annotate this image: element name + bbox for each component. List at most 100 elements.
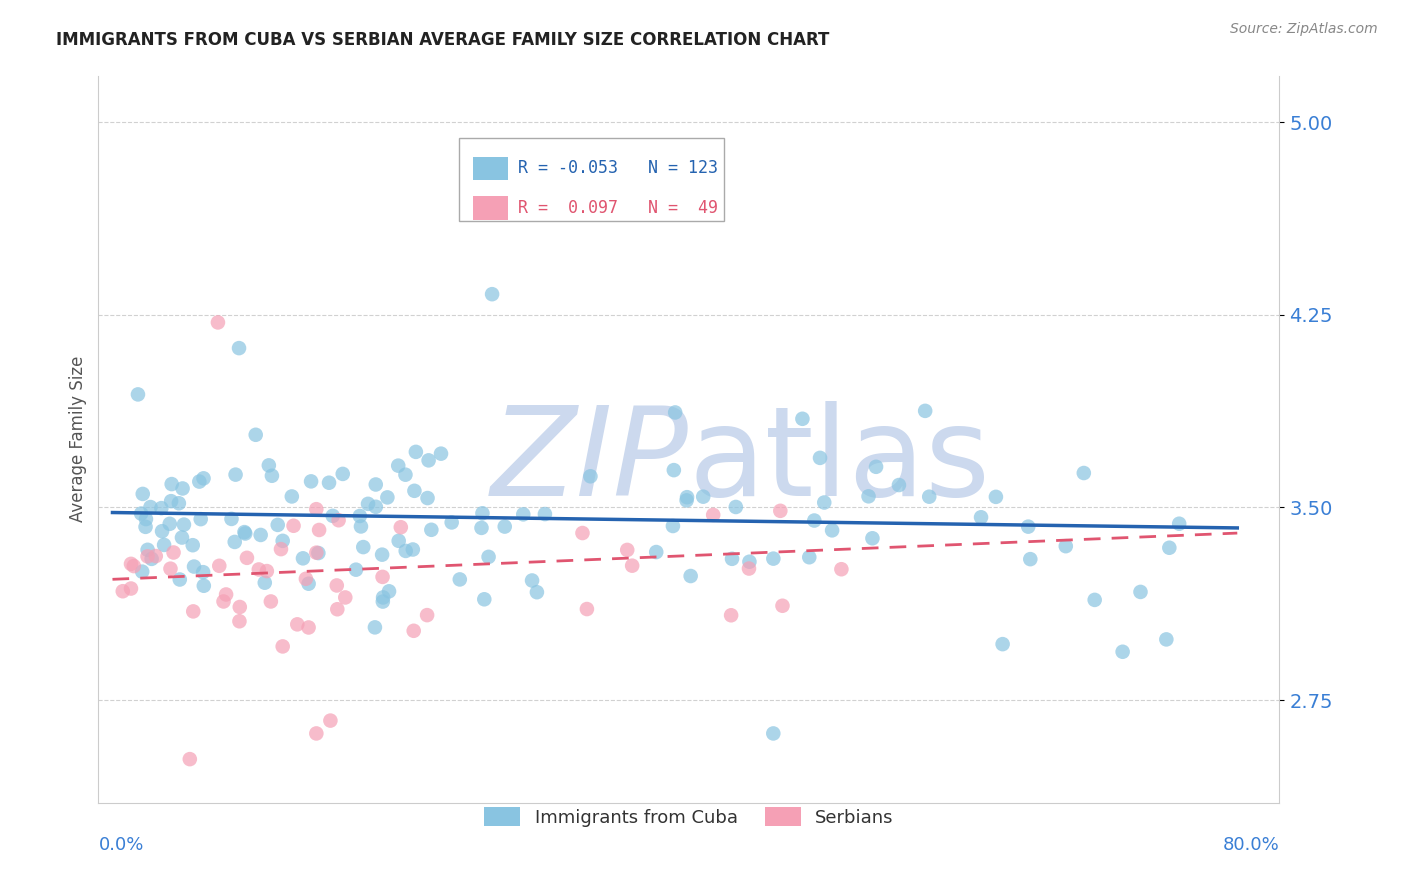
Point xyxy=(245,427,267,442)
Point xyxy=(724,500,747,514)
Point xyxy=(122,559,145,574)
Point xyxy=(394,467,416,482)
Point xyxy=(236,550,259,565)
Point xyxy=(270,542,292,557)
Point xyxy=(377,491,399,505)
Point xyxy=(918,490,941,504)
Point xyxy=(131,565,153,579)
Point xyxy=(1084,593,1107,607)
Point xyxy=(249,528,271,542)
Point xyxy=(808,450,831,465)
Point xyxy=(153,538,176,552)
Point xyxy=(305,546,328,560)
Point xyxy=(350,519,373,533)
Point xyxy=(887,478,910,492)
Point xyxy=(190,512,212,526)
Point xyxy=(404,483,426,498)
Point xyxy=(267,517,290,532)
Point xyxy=(260,594,283,608)
Point xyxy=(247,562,270,576)
Point xyxy=(865,459,887,474)
Point xyxy=(283,518,305,533)
Point xyxy=(472,592,495,607)
Point xyxy=(298,576,321,591)
Point xyxy=(150,524,173,539)
Point xyxy=(738,555,761,569)
Text: ZIP: ZIP xyxy=(491,401,689,522)
Point xyxy=(371,591,394,605)
Point xyxy=(212,594,235,608)
Point xyxy=(228,614,250,628)
Point xyxy=(471,506,494,520)
Point xyxy=(139,500,162,514)
Point xyxy=(371,570,394,584)
Point xyxy=(371,548,394,562)
Point xyxy=(470,521,492,535)
Point xyxy=(402,624,425,638)
Point xyxy=(512,508,534,522)
Point xyxy=(215,587,238,601)
Point xyxy=(233,526,256,541)
Point xyxy=(762,726,785,740)
Point xyxy=(395,544,418,558)
Point xyxy=(416,608,439,623)
Point xyxy=(830,562,852,576)
Point xyxy=(520,574,543,588)
Point xyxy=(344,563,367,577)
Point xyxy=(141,552,163,566)
Point xyxy=(191,565,214,579)
Point xyxy=(364,620,387,634)
Point xyxy=(418,453,440,467)
Point xyxy=(1017,519,1039,533)
Point xyxy=(120,582,142,596)
Point xyxy=(692,490,714,504)
Point xyxy=(1111,645,1133,659)
Point xyxy=(991,637,1014,651)
Point xyxy=(295,572,318,586)
Text: R =  0.097   N =  49: R = 0.097 N = 49 xyxy=(517,199,717,217)
Point xyxy=(208,558,231,573)
Point xyxy=(225,467,247,482)
Point xyxy=(328,513,350,527)
Point xyxy=(319,714,342,728)
Point xyxy=(136,542,159,557)
Point xyxy=(679,569,702,583)
Point xyxy=(257,458,280,473)
Point xyxy=(352,540,374,554)
Point xyxy=(120,557,142,571)
Point xyxy=(349,508,371,523)
Point xyxy=(335,591,357,605)
Point xyxy=(167,496,190,510)
Point xyxy=(821,524,844,538)
Point xyxy=(662,519,685,533)
Point xyxy=(318,475,340,490)
Point xyxy=(720,608,742,623)
Point xyxy=(526,585,548,599)
Point xyxy=(271,533,294,548)
Point xyxy=(132,487,155,501)
Point xyxy=(308,523,330,537)
Point xyxy=(224,535,246,549)
Point xyxy=(291,551,314,566)
Point xyxy=(1054,539,1077,553)
Point xyxy=(172,482,194,496)
Point xyxy=(1129,585,1152,599)
Point xyxy=(299,475,322,489)
Point xyxy=(145,549,167,563)
Point xyxy=(229,599,252,614)
Text: 80.0%: 80.0% xyxy=(1223,836,1279,854)
Point xyxy=(322,508,344,523)
Point xyxy=(160,477,183,491)
Point xyxy=(173,517,195,532)
Point xyxy=(762,551,785,566)
Point xyxy=(207,315,229,329)
Point xyxy=(1073,466,1095,480)
Point xyxy=(858,489,880,503)
Point xyxy=(193,579,215,593)
Point xyxy=(803,514,825,528)
Point xyxy=(575,602,598,616)
Y-axis label: Average Family Size: Average Family Size xyxy=(69,356,87,523)
Point xyxy=(862,531,884,545)
Point xyxy=(420,523,443,537)
Point xyxy=(1019,552,1042,566)
